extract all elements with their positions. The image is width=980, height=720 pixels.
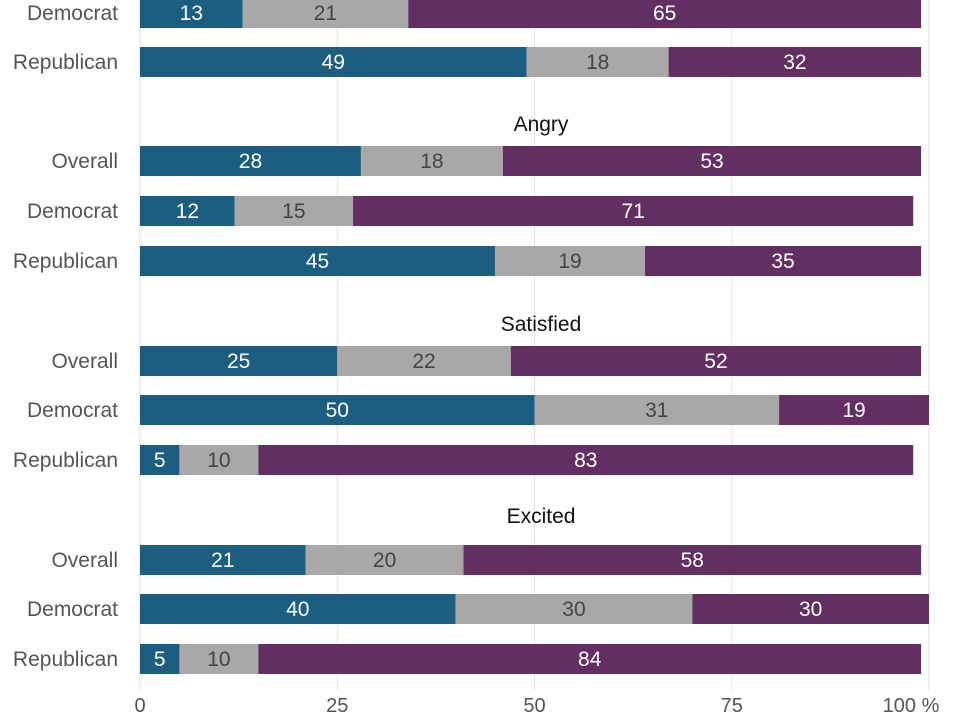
bar-segment — [140, 246, 496, 276]
data-label: 19 — [842, 399, 865, 422]
row-label: Democrat — [27, 598, 118, 621]
data-label: 49 — [322, 51, 345, 74]
bar-segment — [455, 594, 693, 624]
bar-segment — [644, 246, 922, 276]
bar-segment — [140, 445, 180, 475]
bar-segment — [510, 346, 922, 376]
bar-segment — [242, 0, 409, 28]
bar-segment — [140, 545, 306, 575]
x-tick-label: 25 — [326, 695, 348, 717]
bar-segment — [502, 146, 922, 176]
bar-segment — [526, 47, 669, 77]
data-label: 32 — [783, 51, 806, 74]
gridlines — [139, 0, 930, 690]
data-label: 20 — [373, 549, 396, 572]
data-label: 21 — [314, 2, 337, 25]
group-title: Satisfied — [501, 313, 582, 336]
data-label: 25 — [227, 350, 250, 373]
data-label: 28 — [239, 150, 262, 173]
data-label: 12 — [176, 200, 199, 223]
data-label: 5 — [154, 648, 166, 671]
bar-segment — [337, 346, 511, 376]
data-label: 35 — [771, 250, 794, 273]
group-title: Excited — [507, 505, 576, 528]
data-label: 21 — [211, 549, 234, 572]
data-label: 19 — [558, 250, 581, 273]
bar-segment — [692, 594, 929, 624]
data-label: 10 — [207, 449, 230, 472]
row-label: Overall — [51, 549, 118, 572]
bar-segment — [360, 146, 503, 176]
data-label: 83 — [574, 449, 597, 472]
data-label: 22 — [412, 350, 435, 373]
bar-segment — [495, 246, 645, 276]
data-label: 45 — [306, 250, 329, 273]
data-label: 65 — [653, 2, 676, 25]
row-label: Democrat — [27, 200, 118, 223]
x-tick-label: 0 — [134, 695, 145, 717]
data-label: 30 — [799, 598, 822, 621]
data-label: 53 — [700, 150, 723, 173]
row-label: Overall — [51, 350, 118, 373]
data-label: 84 — [578, 648, 602, 671]
bar-segment — [140, 47, 527, 77]
data-label: 13 — [180, 2, 203, 25]
bar-segment — [140, 395, 535, 425]
x-tick-label: 100 % — [883, 695, 940, 717]
bar-segment — [779, 395, 929, 425]
bar-segment — [140, 146, 361, 176]
row-label: Republican — [13, 250, 118, 273]
row-label: Democrat — [27, 2, 118, 25]
bar-segment — [305, 545, 464, 575]
x-axis: 0 25 50 75 100 % — [134, 695, 939, 717]
data-label: 58 — [681, 549, 704, 572]
data-label: 52 — [704, 350, 727, 373]
bar-segment — [234, 196, 354, 226]
x-tick-label: 50 — [523, 695, 545, 717]
bar-segment — [140, 0, 243, 28]
bar-segment — [408, 0, 922, 28]
bar-segment — [534, 395, 780, 425]
bar-segment — [258, 445, 914, 475]
data-label: 30 — [562, 598, 585, 621]
labels: Democrat 13 21 65 Republican 49 18 32 Angry Overa… — [13, 2, 866, 671]
data-label: 18 — [420, 150, 443, 173]
bar-segment — [668, 47, 922, 77]
data-label: 10 — [207, 648, 230, 671]
row-label: Overall — [51, 150, 118, 173]
row-label: Democrat — [27, 399, 118, 422]
data-label: 71 — [621, 200, 644, 223]
row-label: Republican — [13, 449, 118, 472]
data-label: 15 — [282, 200, 305, 223]
bar-segment — [140, 644, 180, 674]
bar-segment — [140, 346, 338, 376]
data-label: 18 — [586, 51, 609, 74]
data-label: 40 — [286, 598, 309, 621]
data-label: 31 — [645, 399, 668, 422]
group-title: Angry — [514, 113, 569, 136]
row-label: Republican — [13, 648, 118, 671]
bars — [140, 0, 929, 674]
bar-segment — [179, 644, 259, 674]
x-tick-label: 75 — [721, 695, 743, 717]
data-label: 5 — [154, 449, 166, 472]
bar-segment — [258, 644, 922, 674]
bar-segment — [140, 196, 235, 226]
bar-segment — [353, 196, 914, 226]
data-label: 50 — [326, 399, 349, 422]
bar-segment — [140, 594, 456, 624]
row-label: Republican — [13, 51, 118, 74]
bar-segment — [463, 545, 922, 575]
bar-segment — [179, 445, 259, 475]
